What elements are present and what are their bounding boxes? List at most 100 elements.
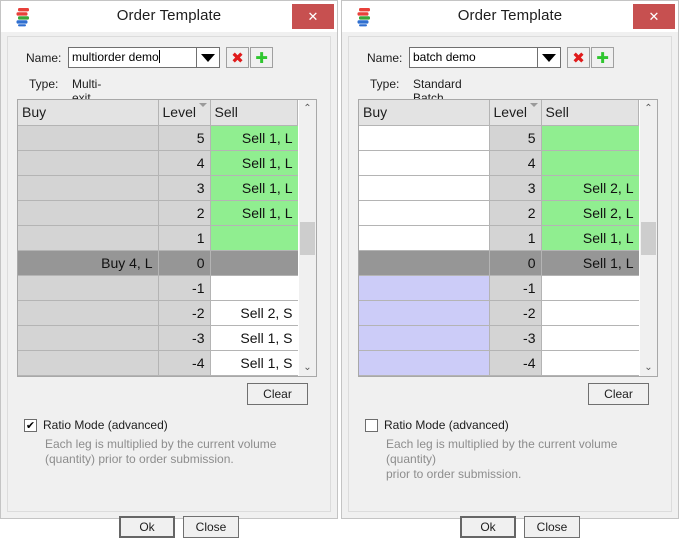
close-window-button[interactable]: ✕ [292,4,334,29]
table-row[interactable]: 1 Sell 1, L [359,225,639,251]
cell-sell[interactable]: Sell 1, L [541,225,639,251]
cell-level[interactable]: 3 [158,175,211,201]
cell-sell[interactable] [541,325,639,351]
table-row[interactable]: -2 Sell 2, S [18,300,298,326]
add-template-button[interactable]: ✚ [250,47,273,68]
cell-sell[interactable] [541,125,639,151]
delete-template-button[interactable]: ✖ [226,47,249,68]
cell-sell[interactable] [541,300,639,326]
cell-level[interactable]: -2 [158,300,211,326]
cell-buy[interactable] [18,325,159,351]
column-header-buy[interactable]: Buy [359,100,490,126]
ok-button[interactable]: Ok [119,516,175,538]
table-row[interactable]: -1 [359,275,639,301]
cell-buy[interactable] [359,150,490,176]
scroll-down-arrow-icon[interactable]: ⌄ [303,362,312,373]
cell-sell[interactable] [210,275,298,301]
ratio-mode-checkbox[interactable]: ✔ [24,419,37,432]
cell-level[interactable]: -5 [489,375,542,376]
table-row[interactable]: -4 [359,350,639,376]
column-header-buy[interactable]: Buy [18,100,159,126]
cell-buy[interactable] [359,325,490,351]
table-row[interactable]: 3 Sell 1, L [18,175,298,201]
cell-level[interactable]: 0 [489,250,542,276]
table-row[interactable]: -5 [18,375,298,376]
cell-sell[interactable]: Sell 1, L [210,125,298,151]
cell-sell[interactable]: Sell 1, L [210,175,298,201]
cell-level[interactable]: 2 [158,200,211,226]
clear-button[interactable]: Clear [247,383,308,405]
cell-buy[interactable] [18,175,159,201]
cell-level[interactable]: 1 [489,225,542,251]
delete-template-button[interactable]: ✖ [567,47,590,68]
column-header-sell[interactable]: Sell [210,100,298,126]
cell-buy[interactable] [18,125,159,151]
cell-level[interactable]: 5 [489,125,542,151]
close-dialog-button[interactable]: Close [524,516,580,538]
add-template-button[interactable]: ✚ [591,47,614,68]
table-row[interactable]: 0 Sell 1, L [359,250,639,276]
cell-buy[interactable] [359,350,490,376]
table-row[interactable]: 3 Sell 2, L [359,175,639,201]
title-bar[interactable]: Order Template ✕ [1,1,337,32]
cell-buy[interactable] [18,375,159,376]
cell-level[interactable]: 3 [489,175,542,201]
cell-level[interactable]: -2 [489,300,542,326]
table-row[interactable]: 1 [18,225,298,251]
cell-buy[interactable] [18,200,159,226]
cell-level[interactable]: 5 [158,125,211,151]
scroll-down-arrow-icon[interactable]: ⌄ [644,362,653,373]
close-dialog-button[interactable]: Close [183,516,239,538]
title-bar[interactable]: Order Template ✕ [342,1,678,32]
clear-button[interactable]: Clear [588,383,649,405]
vertical-scrollbar[interactable]: ⌃ ⌄ [298,100,316,376]
cell-sell[interactable] [541,150,639,176]
cell-buy[interactable] [359,250,490,276]
cell-buy[interactable] [359,125,490,151]
cell-level[interactable]: 4 [158,150,211,176]
cell-buy[interactable] [359,225,490,251]
cell-level[interactable]: 2 [489,200,542,226]
combobox-dropdown-button[interactable] [196,48,219,67]
cell-sell[interactable]: Sell 1, L [210,150,298,176]
table-row[interactable]: -5 [359,375,639,376]
table-row[interactable]: 4 [359,150,639,176]
cell-sell[interactable]: Sell 1, S [210,325,298,351]
cell-level[interactable]: -4 [158,350,211,376]
table-row[interactable]: 4 Sell 1, L [18,150,298,176]
ok-button[interactable]: Ok [460,516,516,538]
table-row[interactable]: 2 Sell 1, L [18,200,298,226]
cell-level[interactable]: -1 [158,275,211,301]
column-header-level[interactable]: Level [158,100,211,126]
scroll-up-arrow-icon[interactable]: ⌃ [644,103,653,114]
template-name-input[interactable]: batch demo [410,48,537,67]
table-row[interactable]: 5 [359,125,639,151]
table-row[interactable]: -1 [18,275,298,301]
table-row[interactable]: -2 [359,300,639,326]
cell-sell[interactable]: Sell 2, S [210,300,298,326]
cell-level[interactable]: -3 [158,325,211,351]
cell-level[interactable]: 1 [158,225,211,251]
cell-buy[interactable] [18,150,159,176]
cell-sell[interactable]: Sell 1, L [541,250,639,276]
cell-sell[interactable] [210,250,298,276]
vertical-scrollbar[interactable]: ⌃ ⌄ [639,100,657,376]
cell-sell[interactable] [541,350,639,376]
cell-level[interactable]: 4 [489,150,542,176]
cell-sell[interactable]: Sell 1, L [210,200,298,226]
template-name-input[interactable]: multiorder demo [69,48,196,67]
scroll-up-arrow-icon[interactable]: ⌃ [303,103,312,114]
cell-buy[interactable] [18,275,159,301]
cell-sell[interactable] [541,275,639,301]
cell-buy[interactable] [359,275,490,301]
cell-level[interactable]: -1 [489,275,542,301]
cell-buy[interactable] [359,175,490,201]
cell-buy[interactable] [18,300,159,326]
close-window-button[interactable]: ✕ [633,4,675,29]
cell-sell[interactable]: Sell 2, L [541,200,639,226]
cell-buy[interactable] [18,350,159,376]
cell-buy[interactable] [359,200,490,226]
cell-buy[interactable]: Buy 4, L [18,250,159,276]
cell-level[interactable]: 0 [158,250,211,276]
